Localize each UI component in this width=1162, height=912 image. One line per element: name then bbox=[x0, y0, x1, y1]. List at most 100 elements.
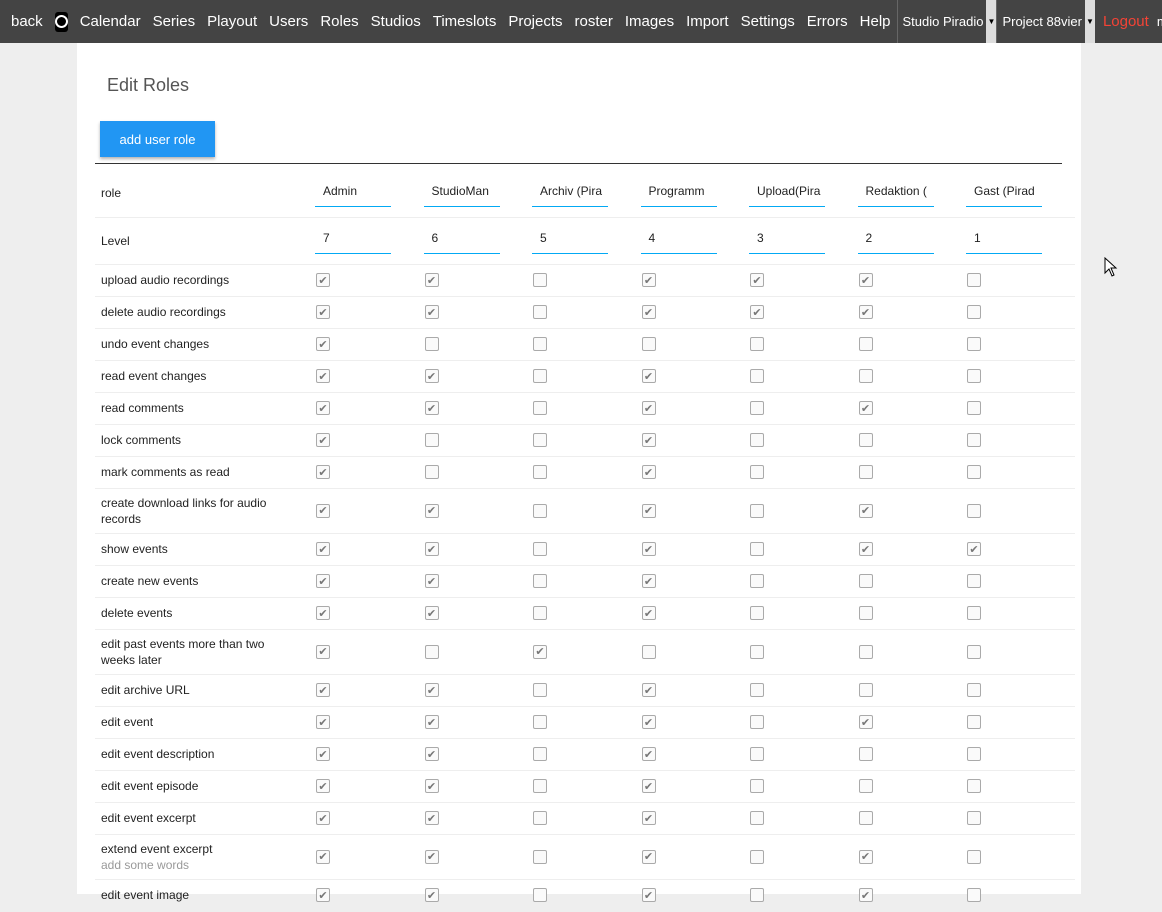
role-name-input[interactable]: StudioMan bbox=[423, 180, 500, 207]
permission-checkbox[interactable] bbox=[967, 401, 981, 415]
permission-checkbox[interactable] bbox=[967, 849, 981, 864]
nav-playout[interactable]: Playout bbox=[207, 13, 258, 30]
permission-checkbox[interactable]: ✔ bbox=[858, 305, 873, 319]
permission-checkbox[interactable] bbox=[533, 503, 547, 518]
permission-checkbox[interactable]: ✔ bbox=[316, 715, 330, 729]
dropdown-arrow-icon[interactable]: ▼ bbox=[1084, 0, 1095, 43]
permission-checkbox[interactable]: ✔ bbox=[858, 273, 873, 287]
permission-checkbox[interactable] bbox=[750, 849, 764, 864]
permission-checkbox[interactable] bbox=[858, 465, 873, 479]
role-name-input[interactable]: Redaktion ( bbox=[857, 180, 934, 207]
permission-checkbox[interactable]: ✔ bbox=[424, 273, 439, 287]
nav-import[interactable]: Import bbox=[686, 13, 729, 30]
permission-checkbox[interactable] bbox=[750, 433, 764, 447]
permission-checkbox[interactable]: ✔ bbox=[641, 715, 656, 729]
permission-checkbox[interactable]: ✔ bbox=[858, 715, 873, 729]
permission-checkbox[interactable] bbox=[967, 305, 981, 319]
permission-checkbox[interactable] bbox=[858, 811, 873, 825]
permission-checkbox[interactable] bbox=[533, 542, 547, 556]
permission-checkbox[interactable]: ✔ bbox=[316, 606, 330, 620]
permission-checkbox[interactable]: ✔ bbox=[316, 305, 330, 319]
permission-checkbox[interactable] bbox=[533, 465, 547, 479]
permission-checkbox[interactable]: ✔ bbox=[967, 542, 981, 556]
permission-checkbox[interactable]: ✔ bbox=[424, 542, 439, 556]
permission-checkbox[interactable] bbox=[750, 683, 764, 697]
permission-checkbox[interactable] bbox=[858, 779, 873, 793]
permission-checkbox[interactable]: ✔ bbox=[316, 574, 330, 588]
permission-checkbox[interactable] bbox=[533, 715, 547, 729]
permission-checkbox[interactable] bbox=[533, 337, 547, 351]
studio-select[interactable]: Studio Piradio ▼ bbox=[896, 0, 997, 43]
permission-checkbox[interactable] bbox=[858, 606, 873, 620]
permission-checkbox[interactable]: ✔ bbox=[424, 683, 439, 697]
permission-checkbox[interactable]: ✔ bbox=[424, 574, 439, 588]
permission-checkbox[interactable]: ✔ bbox=[424, 401, 439, 415]
permission-checkbox[interactable]: ✔ bbox=[641, 606, 656, 620]
permission-checkbox[interactable]: ✔ bbox=[641, 465, 656, 479]
permission-checkbox[interactable]: ✔ bbox=[424, 369, 439, 383]
nav-studios[interactable]: Studios bbox=[370, 13, 421, 30]
permission-checkbox[interactable]: ✔ bbox=[316, 779, 330, 793]
permission-checkbox[interactable]: ✔ bbox=[316, 503, 330, 518]
permission-checkbox[interactable] bbox=[967, 888, 981, 902]
permission-checkbox[interactable]: ✔ bbox=[316, 542, 330, 556]
permission-checkbox[interactable] bbox=[750, 888, 764, 902]
permission-checkbox[interactable]: ✔ bbox=[316, 683, 330, 697]
nav-errors[interactable]: Errors bbox=[806, 13, 848, 30]
permission-checkbox[interactable]: ✔ bbox=[641, 574, 656, 588]
permission-checkbox[interactable]: ✔ bbox=[316, 888, 330, 902]
permission-checkbox[interactable] bbox=[967, 683, 981, 697]
permission-checkbox[interactable] bbox=[750, 715, 764, 729]
permission-checkbox[interactable]: ✔ bbox=[641, 542, 656, 556]
permission-checkbox[interactable] bbox=[967, 465, 981, 479]
permission-checkbox[interactable]: ✔ bbox=[316, 337, 330, 351]
permission-checkbox[interactable] bbox=[533, 401, 547, 415]
level-input[interactable]: 7 bbox=[315, 227, 391, 254]
permission-checkbox[interactable] bbox=[750, 542, 764, 556]
permission-checkbox[interactable] bbox=[533, 683, 547, 697]
permission-checkbox[interactable]: ✔ bbox=[424, 849, 439, 864]
level-input[interactable]: 3 bbox=[749, 227, 825, 254]
permission-checkbox[interactable] bbox=[858, 369, 873, 383]
add-user-role-button[interactable]: add user role bbox=[100, 121, 215, 157]
permission-checkbox[interactable]: ✔ bbox=[424, 606, 439, 620]
nav-projects[interactable]: Projects bbox=[508, 13, 563, 30]
permission-checkbox[interactable] bbox=[533, 574, 547, 588]
permission-checkbox[interactable]: ✔ bbox=[858, 542, 873, 556]
permission-checkbox[interactable] bbox=[533, 888, 547, 902]
permission-checkbox[interactable] bbox=[533, 606, 547, 620]
permission-checkbox[interactable] bbox=[750, 606, 764, 620]
permission-checkbox[interactable]: ✔ bbox=[641, 369, 656, 383]
permission-checkbox[interactable]: ✔ bbox=[424, 811, 439, 825]
permission-checkbox[interactable] bbox=[424, 433, 439, 447]
permission-checkbox[interactable] bbox=[967, 779, 981, 793]
permission-checkbox[interactable] bbox=[533, 849, 547, 864]
permission-checkbox[interactable]: ✔ bbox=[858, 401, 873, 415]
permission-checkbox[interactable]: ✔ bbox=[641, 811, 656, 825]
permission-checkbox[interactable]: ✔ bbox=[316, 369, 330, 383]
permission-checkbox[interactable]: ✔ bbox=[641, 273, 656, 287]
permission-checkbox[interactable]: ✔ bbox=[424, 747, 439, 761]
permission-checkbox[interactable] bbox=[967, 574, 981, 588]
permission-checkbox[interactable]: ✔ bbox=[424, 715, 439, 729]
permission-checkbox[interactable]: ✔ bbox=[424, 888, 439, 902]
permission-checkbox[interactable] bbox=[858, 683, 873, 697]
permission-checkbox[interactable] bbox=[533, 779, 547, 793]
permission-checkbox[interactable] bbox=[533, 811, 547, 825]
permission-checkbox[interactable]: ✔ bbox=[641, 401, 656, 415]
permission-checkbox[interactable]: ✔ bbox=[750, 273, 764, 287]
permission-checkbox[interactable]: ✔ bbox=[316, 273, 330, 287]
permission-checkbox[interactable]: ✔ bbox=[641, 683, 656, 697]
permission-checkbox[interactable] bbox=[858, 747, 873, 761]
permission-checkbox[interactable] bbox=[858, 337, 873, 351]
role-name-input[interactable]: Gast (Pirad bbox=[966, 180, 1042, 207]
permission-checkbox[interactable]: ✔ bbox=[316, 849, 330, 864]
permission-checkbox[interactable]: ✔ bbox=[424, 503, 439, 518]
permission-checkbox[interactable]: ✔ bbox=[641, 849, 656, 864]
permission-checkbox[interactable] bbox=[533, 305, 547, 319]
permission-checkbox[interactable] bbox=[750, 465, 764, 479]
level-input[interactable]: 6 bbox=[423, 227, 500, 254]
permission-checkbox[interactable]: ✔ bbox=[641, 747, 656, 761]
permission-checkbox[interactable] bbox=[967, 273, 981, 287]
permission-checkbox[interactable] bbox=[750, 747, 764, 761]
